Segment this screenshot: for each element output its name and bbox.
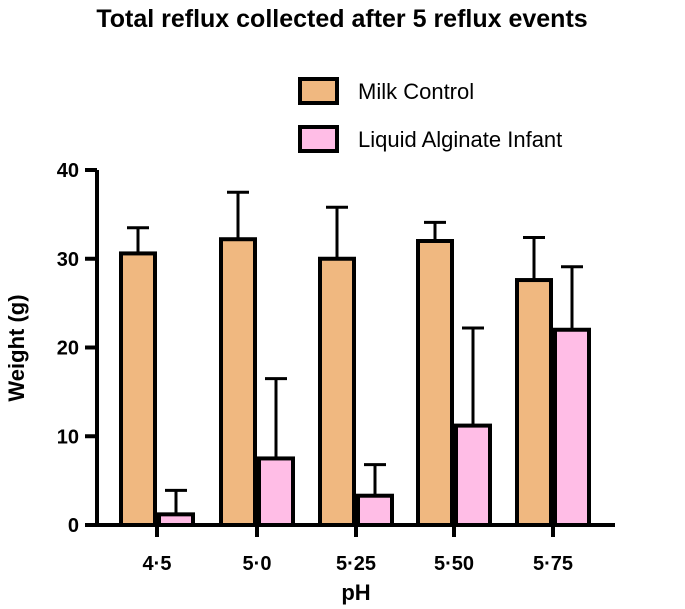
legend-label: Milk Control (358, 79, 474, 104)
bar (515, 278, 553, 527)
y-tick-label: 30 (57, 249, 79, 271)
x-tick-label: 4·5 (143, 553, 172, 575)
bar (157, 512, 195, 527)
bar (219, 237, 257, 527)
x-tick-label: 5·75 (533, 553, 573, 575)
x-tick-label: 5·25 (336, 553, 376, 575)
chart-title: Total reflux collected after 5 reflux ev… (96, 5, 587, 33)
y-tick-label: 10 (57, 426, 79, 448)
bar (356, 493, 394, 527)
bar (318, 256, 356, 527)
legend-swatch (298, 77, 339, 105)
y-tick-label: 0 (68, 515, 79, 537)
x-tick-label: 5·0 (243, 553, 272, 575)
x-tick-label: 5·50 (434, 553, 474, 575)
bar (257, 456, 295, 527)
bar (119, 251, 157, 528)
bar (553, 327, 591, 527)
legend: Milk Control Liquid Alginate Infant (298, 77, 562, 153)
y-tick-label: 40 (57, 160, 79, 182)
y-tick-label: 20 (57, 338, 79, 360)
y-axis-label: Weight (g) (4, 294, 29, 401)
legend-label: Liquid Alginate Infant (358, 127, 562, 152)
bar (416, 239, 454, 527)
bar (454, 423, 492, 528)
plot-area: 0 10 20 30 40 4·5 5·0 5·25 5·50 5·75 (57, 160, 615, 575)
x-axis-label: pH (341, 580, 370, 605)
legend-swatch (298, 125, 339, 153)
